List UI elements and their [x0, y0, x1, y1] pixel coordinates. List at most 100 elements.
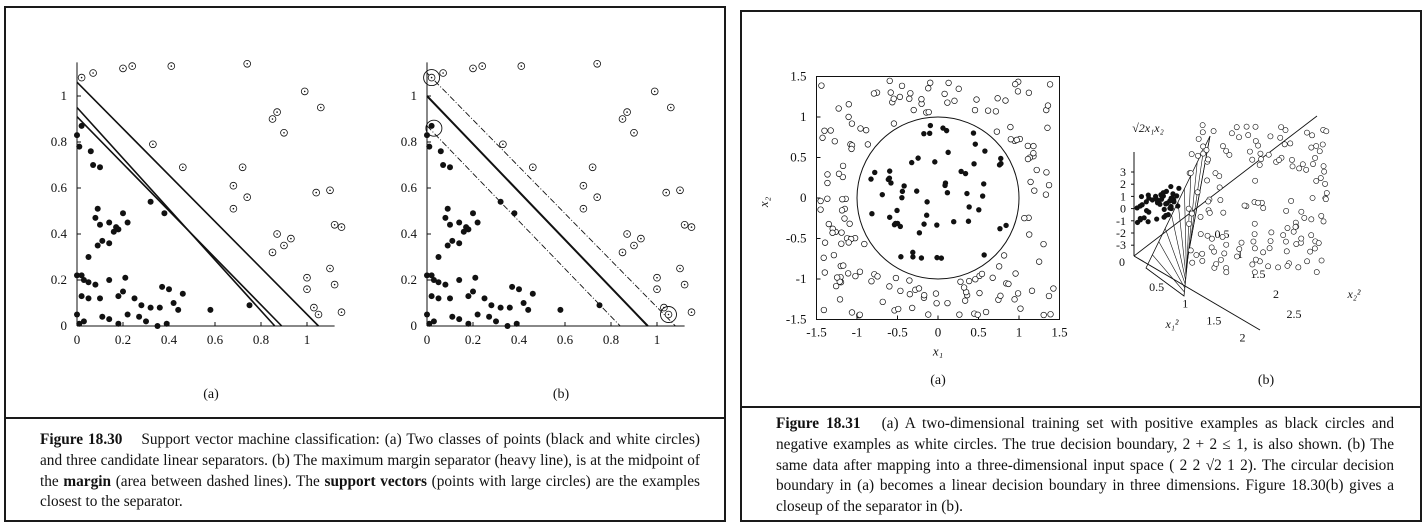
y-tick-label: 0.8 — [51, 134, 67, 149]
positive-example — [998, 160, 1004, 167]
mapped-negative-example — [1256, 162, 1263, 168]
white-point-center — [80, 76, 83, 79]
positive-example — [923, 212, 930, 218]
mapped-positive-example — [1163, 201, 1169, 207]
negative-example — [1027, 178, 1034, 186]
mapped-positive-example — [1138, 193, 1145, 200]
negative-example — [833, 274, 841, 281]
x-tick-label: 1 — [654, 332, 661, 347]
mapped-negative-example — [1301, 215, 1308, 221]
negative-example — [951, 97, 958, 104]
negative-example — [1042, 191, 1050, 198]
negative-example — [1000, 252, 1008, 259]
white-point-center — [626, 233, 628, 235]
support-vector-ring — [425, 119, 443, 137]
negative-example — [821, 127, 828, 134]
negative-example — [906, 277, 913, 284]
mapped-negative-example — [1311, 245, 1318, 252]
black-point — [115, 320, 122, 327]
y-tick-label: 0.5 — [790, 150, 806, 165]
black-point — [76, 143, 83, 150]
black-point — [428, 122, 435, 129]
white-point-center — [306, 288, 308, 291]
x-tick-label: 0.2 — [115, 332, 131, 347]
mapped-positive-example — [1167, 205, 1173, 211]
mapped-negative-example — [1236, 246, 1243, 252]
positive-example — [921, 221, 927, 227]
black-point — [428, 293, 435, 300]
x-tick-label: 0.2 — [465, 332, 481, 347]
white-point-center — [656, 276, 658, 279]
mapped-positive-example — [1145, 219, 1151, 225]
plane-grid-line — [1158, 241, 1186, 289]
black-point — [447, 295, 453, 302]
black-point — [513, 320, 520, 327]
black-point — [115, 293, 122, 300]
negative-example — [973, 96, 980, 103]
white-point-center — [481, 65, 484, 67]
mapped-negative-example — [1236, 134, 1242, 141]
mapped-negative-example — [1282, 127, 1289, 133]
mapped-negative-example — [1309, 195, 1316, 201]
white-point-center — [653, 90, 656, 93]
panel-sublabel: (b) — [553, 387, 570, 402]
negative-example — [835, 105, 842, 112]
positive-example — [966, 204, 972, 210]
x-tick-label: 1 — [1016, 325, 1023, 340]
x1sq-axis — [1133, 255, 1261, 331]
negative-example — [1013, 136, 1020, 144]
negative-example — [1047, 311, 1054, 318]
black-point — [87, 148, 94, 155]
positive-example — [962, 170, 969, 177]
negative-example — [886, 77, 893, 85]
mapped-negative-example — [1307, 248, 1314, 255]
y-tick-label: 0.4 — [401, 226, 418, 241]
white-point-center — [303, 90, 306, 93]
positive-example — [914, 188, 920, 194]
negative-example — [1012, 81, 1019, 88]
black-point — [529, 290, 536, 297]
negative-example — [890, 95, 897, 102]
positive-example — [910, 249, 916, 256]
positive-example — [965, 218, 972, 224]
negative-example — [1044, 102, 1052, 109]
mapped-negative-example — [1251, 231, 1258, 237]
mapped-negative-example — [1265, 151, 1272, 158]
x-tick-label: 0.8 — [253, 332, 269, 347]
black-point — [456, 277, 463, 283]
black-point — [161, 210, 168, 217]
plot-b: 0 0.2 0.4 0.6 0.8 1 0 0.2 0.4 0.6 0.8 1 (b) — [401, 59, 696, 402]
separator-line — [426, 72, 676, 327]
mapped-negative-example — [1296, 165, 1303, 172]
negative-example — [820, 254, 827, 261]
x-tick-label: 0 — [74, 332, 81, 347]
mapped-negative-example — [1229, 130, 1235, 137]
negative-example — [839, 196, 846, 203]
black-point — [449, 237, 456, 244]
positive-example — [872, 169, 878, 176]
black-point — [470, 288, 476, 295]
positive-example — [958, 168, 964, 175]
negative-example — [993, 128, 1001, 135]
black-point — [78, 293, 85, 300]
positive-example — [971, 161, 977, 167]
positive-example — [976, 207, 982, 213]
negative-example — [1033, 166, 1040, 174]
mapped-positive-example — [1174, 193, 1180, 199]
black-point — [159, 283, 166, 290]
negative-example — [1025, 89, 1033, 96]
mapped-negative-example — [1268, 229, 1275, 236]
black-point — [99, 237, 106, 244]
term-support-vectors: support vectors — [324, 472, 427, 490]
mapped-negative-example — [1252, 138, 1259, 144]
support-vector-ring — [423, 69, 441, 87]
black-point — [97, 295, 103, 302]
mapped-negative-example — [1189, 210, 1195, 217]
mapped-negative-example — [1318, 257, 1325, 264]
black-point — [596, 302, 603, 309]
z-tick-label: -2 — [1116, 226, 1126, 240]
positive-example — [899, 188, 906, 195]
mapped-negative-example — [1223, 269, 1230, 276]
mapped-negative-example — [1243, 123, 1250, 130]
negative-example — [925, 311, 932, 318]
